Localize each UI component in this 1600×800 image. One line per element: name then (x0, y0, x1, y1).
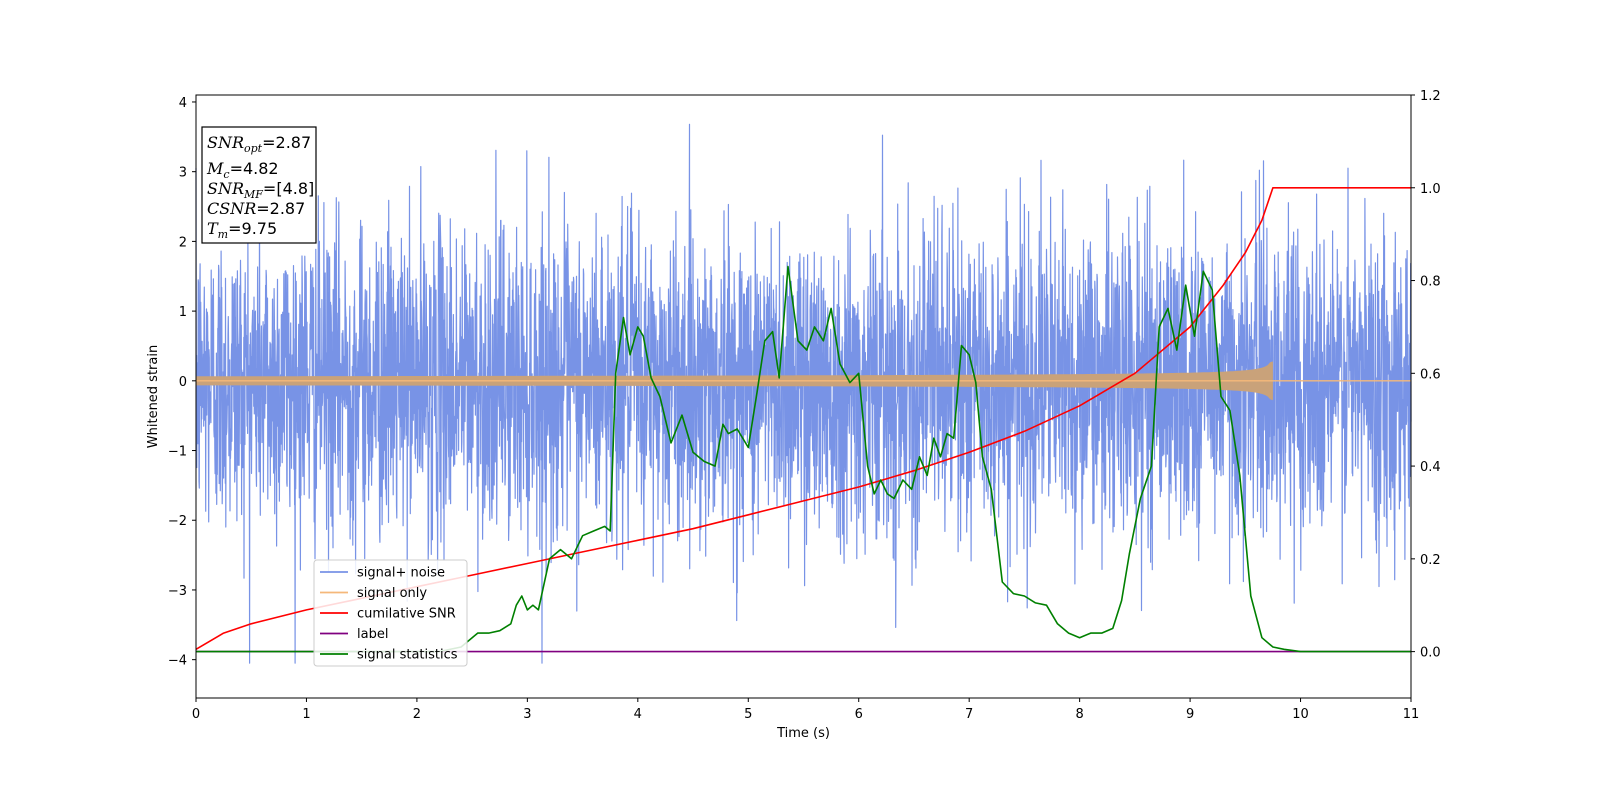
legend-label: signal only (357, 586, 427, 601)
legend-item: label (320, 627, 388, 642)
y-left-tick-label: 4 (179, 96, 187, 111)
y-right-tick-label: 0.2 (1420, 553, 1441, 568)
series-signal-statistics (196, 265, 1411, 653)
info-snr-opt: SNRopt=2.87 (207, 133, 311, 155)
axes-frame (195, 94, 1412, 699)
x-tick-label: 4 (634, 707, 642, 722)
info-box-frame (201, 126, 317, 244)
y-left-tick-label: −4 (168, 654, 187, 669)
y-left-tick-label: −2 (168, 514, 187, 529)
x-tick-label: 8 (1075, 707, 1083, 722)
legend-item: signal+ noise (320, 566, 445, 581)
x-tick-label: 10 (1292, 707, 1309, 722)
x-tick-label: 7 (965, 707, 973, 722)
y-right-tick-label: 0.4 (1420, 460, 1441, 475)
legend-item: signal only (320, 586, 427, 601)
series-signal-only (196, 361, 1411, 401)
info-mc: Mc=4.82 (206, 159, 279, 181)
legend: signal+ noise signal only cumilative SNR la… (313, 559, 468, 667)
y-left-tick-label: 0 (179, 375, 187, 390)
y-left-tick-label: −3 (168, 584, 187, 599)
info-tm: Tm=9.75 (207, 219, 277, 241)
legend-item: cumilative SNR (320, 607, 456, 622)
y-left-axis: −4 −3 −2 −1 0 1 2 3 4 (168, 96, 196, 669)
y-left-tick-label: 1 (179, 305, 187, 320)
info-snr-mf: SNRMF=[4.8] (207, 179, 314, 201)
y-right-tick-label: 1.2 (1420, 89, 1441, 104)
y-right-tick-label: 0.0 (1420, 646, 1441, 661)
x-tick-label: 11 (1403, 707, 1420, 722)
x-tick-label: 9 (1186, 707, 1194, 722)
info-box: SNRopt=2.87 Mc=4.82 SNRMF=[4.8] CSNR=2.8… (201, 126, 317, 244)
y-left-tick-label: −1 (168, 445, 187, 460)
legend-label: signal statistics (357, 648, 458, 663)
legend-label: cumilative SNR (357, 607, 456, 622)
x-tick-label: 5 (744, 707, 752, 722)
legend-item: signal statistics (320, 648, 458, 663)
x-tick-label: 1 (302, 707, 310, 722)
x-axis: 0 1 2 3 4 5 6 7 8 9 10 11 (192, 698, 1419, 722)
legend-label: signal+ noise (357, 566, 445, 581)
x-tick-label: 3 (523, 707, 531, 722)
y-right-tick-label: 1.0 (1420, 182, 1441, 197)
x-tick-label: 2 (413, 707, 421, 722)
x-tick-label: 0 (192, 707, 200, 722)
info-csnr: CSNR=2.87 (207, 199, 305, 218)
x-axis-label: Time (s) (776, 726, 830, 741)
legend-label: label (357, 627, 388, 642)
y-right-tick-label: 0.6 (1420, 367, 1441, 382)
y-right-tick-label: 0.8 (1420, 275, 1441, 290)
y-left-tick-label: 2 (179, 235, 187, 250)
y-axis-label: Whitened strain (146, 345, 161, 448)
x-tick-label: 6 (855, 707, 863, 722)
y-left-tick-label: 3 (179, 166, 187, 181)
y-right-axis: 0.0 0.2 0.4 0.6 0.8 1.0 1.2 (1411, 89, 1441, 661)
legend-frame (313, 559, 468, 667)
